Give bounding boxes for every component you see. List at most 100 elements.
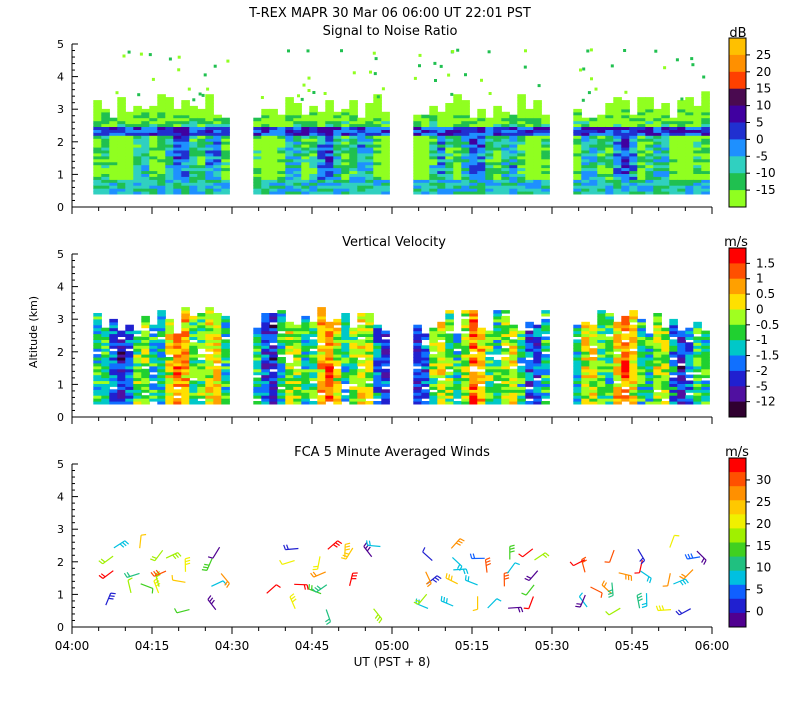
wind-barb-flag (460, 566, 462, 570)
heatmap-cell (157, 127, 166, 131)
heatmap-cell (477, 118, 486, 122)
heatmap-cell (437, 118, 446, 122)
heatmap-cell (157, 363, 166, 367)
y-tick-label: 3 (57, 103, 64, 116)
heatmap-cell (509, 118, 518, 122)
heatmap-cell (373, 185, 382, 189)
heatmap-cell (613, 345, 622, 349)
heatmap-cell (173, 109, 182, 113)
heatmap-cell (685, 328, 694, 332)
heatmap-cell (197, 328, 206, 332)
heatmap-cell (597, 319, 606, 323)
heatmap-cell (509, 176, 518, 180)
heatmap-speck (169, 58, 172, 61)
heatmap-cell (301, 144, 310, 148)
heatmap-cell (525, 322, 534, 326)
heatmap-cell (669, 153, 678, 157)
heatmap-cell (269, 325, 278, 329)
heatmap-cell (165, 357, 174, 361)
wind-barb-flag (504, 575, 509, 576)
heatmap-cell (205, 363, 214, 367)
heatmap-cell (261, 127, 270, 131)
heatmap-cell (253, 153, 262, 157)
heatmap-cell (349, 168, 358, 172)
heatmap-cell (421, 135, 430, 139)
heatmap-cell (525, 159, 534, 163)
wind-barb-flag (345, 549, 350, 550)
heatmap-cell (125, 168, 134, 172)
heatmap-cell (133, 135, 142, 139)
heatmap-cell (429, 135, 438, 139)
heatmap-cell (573, 339, 582, 343)
wind-barb-flag (662, 605, 664, 610)
heatmap-cell (133, 378, 142, 382)
heatmap-cell (445, 319, 454, 323)
heatmap-cell (301, 115, 310, 119)
heatmap-cell (469, 378, 478, 382)
heatmap-cell (253, 159, 262, 163)
heatmap-cell (357, 325, 366, 329)
heatmap-cell (101, 354, 110, 358)
heatmap-speck (140, 53, 143, 56)
heatmap-cell (157, 378, 166, 382)
heatmap-cell (597, 159, 606, 163)
heatmap-cell (189, 354, 198, 358)
wind-barb-flag (435, 578, 439, 581)
heatmap-speck (588, 91, 591, 94)
wind-barb (177, 610, 190, 613)
heatmap-cell (93, 100, 102, 104)
y-tick-label: 4 (57, 281, 64, 294)
heatmap-cell (413, 386, 422, 390)
heatmap-speck (204, 73, 207, 76)
heatmap-speck (308, 89, 311, 92)
heatmap-cell (621, 389, 630, 393)
heatmap-cell (597, 153, 606, 157)
heatmap-cell (253, 378, 262, 382)
heatmap-cell (349, 354, 358, 358)
heatmap-cell (469, 386, 478, 390)
heatmap-cell (685, 144, 694, 148)
wind-barb-flag (518, 608, 520, 613)
heatmap-cell (293, 144, 302, 148)
heatmap-cell (501, 135, 510, 139)
wind-barb-flag (364, 543, 367, 547)
colorbar-label: -5 (756, 379, 768, 393)
heatmap-cell (221, 168, 230, 172)
heatmap-cell (117, 185, 126, 189)
heatmap-cell (613, 185, 622, 189)
heatmap-cell (133, 153, 142, 157)
heatmap-cell (293, 127, 302, 131)
heatmap-cell (357, 185, 366, 189)
wind-barb-flag (510, 548, 515, 549)
heatmap-cell (93, 337, 102, 341)
wind-barb-flag (510, 551, 515, 552)
heatmap-cell (645, 337, 654, 341)
heatmap-cell (189, 319, 198, 323)
heatmap-cell (653, 354, 662, 358)
heatmap-cell (653, 313, 662, 317)
heatmap-cell (293, 395, 302, 399)
heatmap-cell (341, 363, 350, 367)
heatmap-cell (221, 345, 230, 349)
heatmap-cell (373, 354, 382, 358)
heatmap-cell (269, 372, 278, 376)
heatmap-cell (589, 369, 598, 373)
heatmap-cell (357, 395, 366, 399)
wind-barb-flag (185, 560, 190, 561)
heatmap-cell (173, 135, 182, 139)
colorbar-label: 30 (756, 473, 771, 487)
heatmap-cell (493, 176, 502, 180)
heatmap-cell (157, 109, 166, 113)
heatmap-speck (488, 50, 491, 53)
wind-barb-flag (120, 544, 124, 547)
heatmap-cell (165, 345, 174, 349)
heatmap-cell (309, 369, 318, 373)
wind-barb-flag (678, 610, 681, 614)
heatmap-cell (453, 159, 462, 163)
colorbar-swatch (729, 500, 746, 515)
heatmap-cell (693, 322, 702, 326)
heatmap-cell (661, 168, 670, 172)
heatmap-cell (93, 118, 102, 122)
heatmap-cell (181, 135, 190, 139)
heatmap-cell (349, 185, 358, 189)
